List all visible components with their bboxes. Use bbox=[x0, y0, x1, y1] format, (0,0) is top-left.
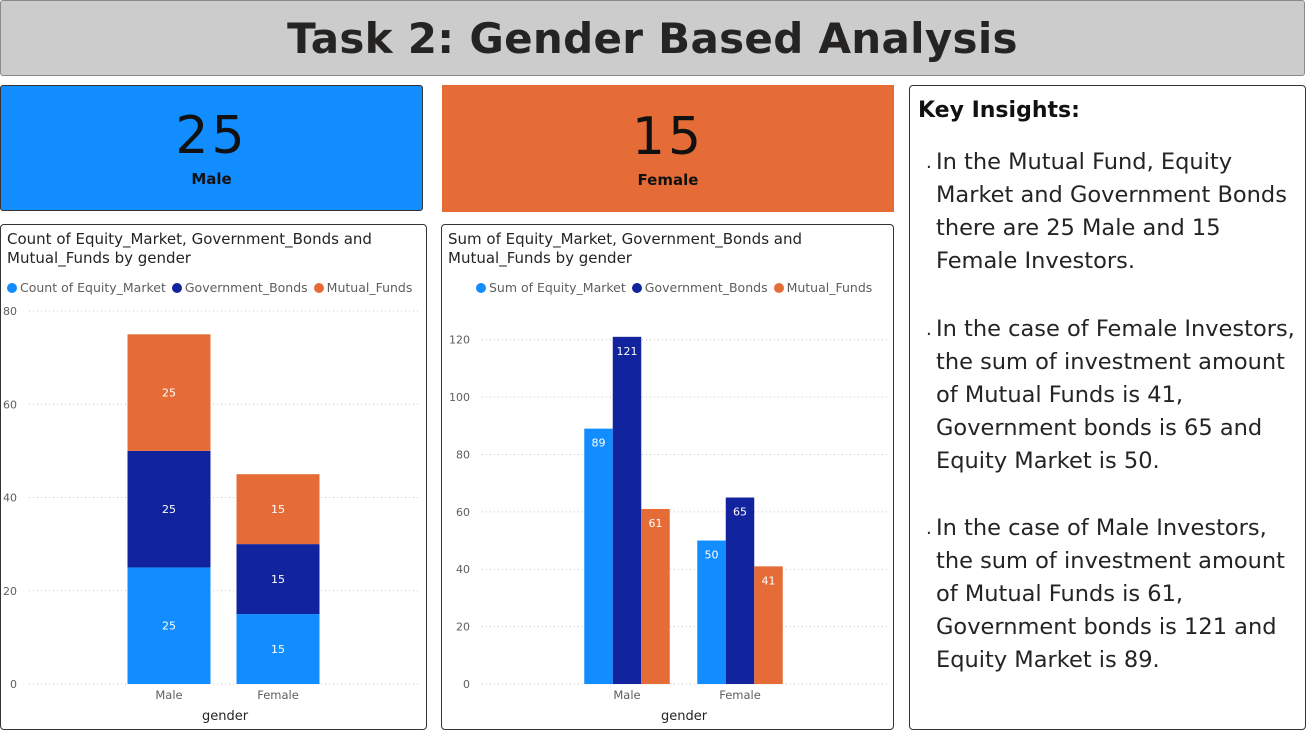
bar-segment bbox=[236, 544, 320, 615]
legend-item[interactable]: Sum of Equity_Market bbox=[476, 280, 626, 295]
legend-item[interactable]: Count of Equity_Market bbox=[7, 280, 166, 295]
bar bbox=[725, 497, 755, 684]
legend-item[interactable]: Mutual_Funds bbox=[313, 280, 413, 295]
chart-title: Count of Equity_Market, Government_Bonds… bbox=[7, 230, 372, 267]
insight-text: In the case of Female Investors, the sum… bbox=[936, 316, 1295, 474]
data-label: 25 bbox=[162, 620, 176, 633]
x-axis-title: gender bbox=[202, 709, 249, 724]
legend-dot-icon bbox=[7, 282, 17, 293]
female-count-label: Female bbox=[637, 170, 699, 189]
count-chart-svg: 0 20 40 60 80 25 25 25 Male 15 15 15 Female gender bbox=[3, 305, 421, 724]
bar bbox=[754, 566, 783, 684]
insight-item: . In the Mutual Fund, Equity Market and … bbox=[926, 146, 1301, 278]
y-tick-label: 0 bbox=[10, 678, 17, 691]
chart-legend: Sum of Equity_Market Government_Bonds Mutu… bbox=[476, 280, 878, 295]
female-count-card[interactable]: 15 Female bbox=[442, 85, 894, 212]
bar bbox=[612, 336, 642, 684]
sum-chart-panel[interactable]: Sum of Equity_Market, Government_Bonds a… bbox=[441, 224, 894, 730]
page-title: Task 2: Gender Based Analysis bbox=[287, 13, 1018, 63]
data-label: 15 bbox=[271, 573, 285, 586]
bar-segment bbox=[236, 614, 320, 684]
legend-label: Government_Bonds bbox=[184, 280, 308, 295]
y-tick-label: 120 bbox=[449, 334, 470, 347]
legend-label: Mutual_Funds bbox=[326, 280, 413, 295]
chart-legend: Count of Equity_Market Government_Bonds Mu… bbox=[7, 280, 418, 295]
x-axis-title: gender bbox=[661, 709, 708, 724]
y-tick-label: 60 bbox=[456, 506, 470, 519]
legend-dot-icon bbox=[631, 282, 642, 293]
data-label: 65 bbox=[733, 506, 747, 519]
data-label: 50 bbox=[705, 549, 719, 562]
y-tick-label: 40 bbox=[3, 492, 17, 505]
bullet-icon: . bbox=[926, 319, 932, 340]
legend-label: Count of Equity_Market bbox=[20, 280, 166, 295]
data-label: 25 bbox=[162, 503, 176, 516]
x-tick-label: Male bbox=[155, 688, 182, 702]
x-tick-label: Female bbox=[257, 688, 299, 702]
bar bbox=[584, 428, 613, 684]
legend-label: Government_Bonds bbox=[644, 280, 768, 295]
data-label: 15 bbox=[271, 503, 285, 516]
y-tick-label: 80 bbox=[3, 305, 17, 318]
y-tick-label: 80 bbox=[456, 448, 470, 461]
y-tick-label: 60 bbox=[3, 398, 17, 411]
data-label: 121 bbox=[617, 345, 638, 358]
bar-segment bbox=[127, 334, 211, 451]
data-label: 41 bbox=[762, 574, 776, 587]
legend-item[interactable]: Government_Bonds bbox=[631, 280, 768, 295]
insight-item: . In the case of Male Investors, the sum… bbox=[926, 512, 1301, 677]
legend-label: Mutual_Funds bbox=[786, 280, 873, 295]
male-count-card[interactable]: 25 Male bbox=[0, 85, 423, 211]
x-tick-label: Female bbox=[719, 688, 761, 702]
count-chart-panel[interactable]: Count of Equity_Market, Government_Bonds… bbox=[0, 224, 427, 730]
data-label: 25 bbox=[162, 387, 176, 400]
legend-item[interactable]: Mutual_Funds bbox=[773, 280, 873, 295]
bar-segment bbox=[127, 567, 211, 684]
x-tick-label: Male bbox=[613, 688, 640, 702]
sum-chart-svg: 0 20 40 60 80 100 120 89 121 61 Male 50 65 41 Female ge… bbox=[449, 334, 888, 724]
bullet-icon: . bbox=[926, 518, 932, 539]
legend-item[interactable]: Government_Bonds bbox=[171, 280, 308, 295]
male-count-value: 25 bbox=[175, 106, 248, 166]
key-insights-panel: Key Insights: . In the Mutual Fund, Equi… bbox=[909, 85, 1306, 730]
legend-dot-icon bbox=[313, 282, 324, 293]
y-tick-label: 0 bbox=[463, 678, 470, 691]
insights-heading: Key Insights: bbox=[918, 98, 1080, 123]
male-count-label: Male bbox=[191, 170, 232, 188]
legend-dot-icon bbox=[773, 282, 784, 293]
insight-item: . In the case of Female Investors, the s… bbox=[926, 313, 1301, 478]
y-tick-label: 100 bbox=[449, 391, 470, 404]
chart-title: Sum of Equity_Market, Government_Bonds a… bbox=[448, 230, 803, 267]
insight-text: In the case of Male Investors, the sum o… bbox=[936, 515, 1285, 673]
data-label: 15 bbox=[271, 643, 285, 656]
y-tick-label: 20 bbox=[3, 585, 17, 598]
legend-label: Sum of Equity_Market bbox=[489, 280, 626, 295]
bar-segment bbox=[127, 450, 211, 568]
y-tick-label: 40 bbox=[456, 563, 470, 576]
data-label: 61 bbox=[649, 517, 663, 530]
y-tick-label: 20 bbox=[456, 621, 470, 634]
legend-dot-icon bbox=[476, 282, 486, 293]
title-bar: Task 2: Gender Based Analysis bbox=[0, 0, 1305, 76]
bar-segment bbox=[236, 474, 320, 545]
legend-dot-icon bbox=[171, 282, 182, 293]
female-count-value: 15 bbox=[631, 106, 705, 167]
insight-text: In the Mutual Fund, Equity Market and Go… bbox=[936, 149, 1287, 274]
data-label: 89 bbox=[592, 437, 606, 450]
bullet-icon: . bbox=[926, 152, 932, 173]
bar bbox=[641, 508, 670, 684]
bar bbox=[697, 540, 726, 684]
